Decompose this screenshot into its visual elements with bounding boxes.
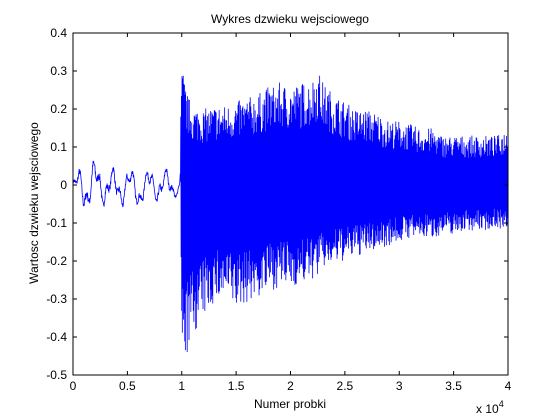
y-tick-label: -0.4: [46, 330, 67, 344]
x-axis-label: Numer probki: [254, 397, 326, 411]
x-tick-label: 0: [70, 379, 77, 393]
x-tick-label: 1: [178, 379, 185, 393]
y-tick-label: -0.3: [46, 292, 67, 306]
x-axis-exponent-base: x 10: [476, 402, 499, 416]
chart-title: Wykres dzwieku wejsciowego: [211, 12, 369, 26]
x-tick-label: 3.5: [445, 379, 462, 393]
y-axis-label: Wartosc dzwieku wejsciowego: [27, 122, 41, 284]
y-tick-label: 0: [60, 178, 67, 192]
plot-area: 0 0.5 1 1.5 2 2.5 3 3.5 4 0.4 0.3 0.2 0.1 0 -0.1 -0.2 -0…: [46, 26, 511, 393]
y-tick-label: -0.1: [46, 216, 67, 230]
y-tick-label: -0.2: [46, 254, 67, 268]
x-tick-label: 3: [396, 379, 403, 393]
x-axis-exponent-power: 4: [499, 399, 504, 409]
y-tick-label: -0.5: [46, 368, 67, 382]
x-tick-label: 4: [505, 379, 512, 393]
y-tick-label: 0.2: [50, 102, 67, 116]
x-axis-exponent: x 104: [476, 399, 504, 416]
x-tick-label: 0.5: [119, 379, 136, 393]
x-tick-label: 2: [287, 379, 294, 393]
y-tick-label: 0.1: [50, 140, 67, 154]
x-tick-label: 2.5: [337, 379, 354, 393]
signal-line: [73, 75, 508, 353]
y-tick-label: 0.4: [50, 26, 67, 40]
y-tick-label: 0.3: [50, 64, 67, 78]
x-tick-label: 1.5: [228, 379, 245, 393]
